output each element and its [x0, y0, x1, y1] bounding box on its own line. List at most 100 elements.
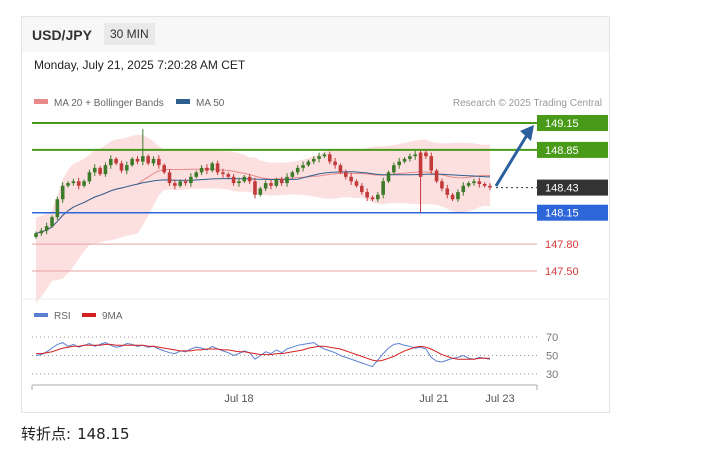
arrow-shaft	[494, 134, 529, 187]
candle-body	[226, 174, 231, 177]
candle-body	[392, 165, 396, 173]
candle-body	[119, 163, 124, 171]
price-levels: 149.15 148.85 148.43 148.15 147.80 147.50	[32, 115, 608, 278]
resistance-tag	[537, 141, 608, 158]
candle-body	[178, 181, 183, 186]
candle-body	[114, 158, 118, 164]
support-tag	[537, 204, 608, 221]
candle-body	[162, 165, 166, 173]
candle-body	[183, 181, 188, 184]
chart-header: USD/JPY 30 MIN	[22, 17, 609, 52]
candle-body	[295, 167, 300, 173]
candle-body	[477, 181, 482, 184]
candle-body	[376, 194, 380, 200]
candle-body	[274, 179, 279, 186]
candle-body	[456, 192, 460, 200]
candle-body	[269, 183, 273, 186]
candle-body	[370, 197, 375, 200]
candle-body	[189, 176, 193, 184]
candle-body	[87, 172, 92, 182]
candle-body	[381, 181, 385, 195]
candle-body	[354, 181, 359, 186]
candle-body	[221, 172, 225, 175]
candle-body	[397, 161, 401, 166]
candle-body	[349, 176, 353, 182]
candle-body	[141, 156, 145, 162]
candle-body	[466, 183, 471, 186]
candle-body	[125, 165, 129, 171]
moving-averages	[35, 168, 491, 234]
candle-body	[231, 176, 236, 184]
candle-body	[135, 158, 140, 162]
candle-body	[263, 183, 268, 189]
candle-body	[34, 233, 38, 237]
candle-body	[157, 158, 161, 166]
candle-body	[39, 230, 44, 234]
candle-body	[55, 199, 60, 218]
forecast-arrow	[494, 125, 534, 187]
pivot-point: 转折点: 148.15	[21, 423, 130, 444]
rsi-legend-swatch	[34, 313, 48, 317]
candle-body	[247, 176, 252, 182]
candle-body	[210, 163, 215, 171]
current-price-label: 148.43	[545, 183, 579, 195]
candle-body	[279, 179, 284, 184]
target-label: 147.80	[545, 239, 579, 251]
candle-body	[215, 163, 220, 173]
candle-body	[488, 185, 492, 188]
ma50-legend-label: MA 50	[196, 98, 225, 109]
target-label: 147.50	[545, 266, 579, 278]
candle-body	[450, 194, 455, 200]
time-tick-label: Jul 23	[485, 393, 514, 405]
candle-body	[44, 226, 49, 231]
resistance-label: 149.15	[545, 118, 579, 130]
pivot-label: 转折点:	[21, 425, 72, 443]
rsi-legend-label: RSI	[54, 311, 71, 322]
candle-body	[402, 158, 407, 162]
candle-body	[258, 188, 263, 195]
current-price-tag	[537, 179, 608, 196]
candle-body	[108, 158, 113, 166]
candle-body	[130, 158, 134, 166]
candlesticks	[34, 129, 492, 239]
rsi-panel: 70 50 30	[32, 332, 558, 381]
candle-body	[242, 176, 247, 182]
candle-body	[413, 154, 418, 157]
candle-body	[50, 217, 54, 227]
rsi-tick-label: 30	[546, 369, 558, 381]
candle-body	[327, 154, 332, 162]
resistance-label: 148.85	[545, 145, 579, 157]
candle-body	[306, 161, 311, 166]
rsi-ma-legend-label: 9MA	[102, 311, 123, 322]
candle-body	[424, 152, 428, 157]
symbol-label: USD/JPY	[32, 27, 92, 43]
time-tick-label: Jul 18	[224, 393, 253, 405]
time-tick-label: Jul 21	[419, 393, 448, 405]
candle-body	[194, 172, 199, 177]
candle-body	[418, 152, 423, 177]
candle-body	[482, 183, 487, 186]
candle-body	[237, 181, 241, 184]
bollinger-band-area	[36, 134, 490, 304]
candle-body	[290, 172, 295, 177]
time-axis: Jul 18 Jul 21 Jul 23	[31, 384, 538, 405]
candle-body	[76, 181, 81, 186]
candle-body	[365, 192, 369, 198]
candle-body	[301, 165, 305, 168]
candle-body	[322, 154, 327, 157]
interval-badge[interactable]: 30 MIN	[104, 23, 155, 45]
candle-body	[98, 167, 102, 175]
candle-body	[338, 165, 343, 173]
candle-body	[82, 181, 86, 186]
candle-body	[205, 167, 209, 171]
ma50-legend-swatch	[176, 99, 190, 104]
candle-body	[173, 183, 177, 186]
support-label: 148.15	[545, 208, 579, 220]
candle-body	[66, 183, 70, 186]
candle-body	[408, 156, 412, 159]
candle-body	[199, 167, 204, 173]
timestamp: Monday, July 21, 2025 7:20:28 AM CET	[34, 58, 246, 72]
pivot-value: 148.15	[77, 425, 130, 443]
candle-body	[151, 158, 156, 164]
